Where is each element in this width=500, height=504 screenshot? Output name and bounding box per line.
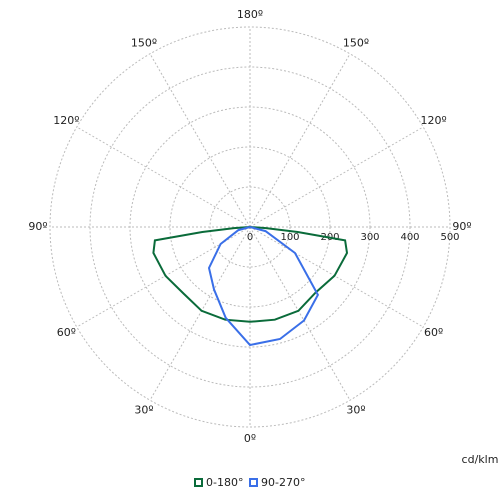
angle-label: 120º: [53, 114, 79, 127]
r-tick-label: 100: [280, 232, 299, 243]
angle-label: 150º: [343, 36, 369, 49]
unit-label: cd/klm: [462, 453, 499, 466]
angle-label: 30º: [346, 404, 365, 417]
series-line: [152, 226, 349, 323]
angle-label: 0º: [244, 432, 256, 445]
angle-label: 90º: [452, 220, 471, 233]
grid-spoke: [149, 53, 251, 228]
angle-label: 30º: [134, 404, 153, 417]
angle-label: 90º: [28, 220, 47, 233]
grid-spoke: [249, 126, 424, 228]
legend-swatch: [194, 478, 203, 487]
r-tick-label: 0: [247, 232, 253, 243]
r-tick-label: 500: [440, 232, 459, 243]
grid-spoke: [249, 226, 351, 401]
series-line: [207, 226, 320, 347]
angle-label: 120º: [421, 114, 447, 127]
grid-spoke: [149, 226, 251, 401]
r-tick-label: 300: [360, 232, 379, 243]
grid-spoke: [249, 226, 424, 328]
r-tick-label: 400: [400, 232, 419, 243]
legend-label: 0-180°: [206, 476, 243, 489]
grid-spoke: [76, 126, 251, 228]
grid-spoke: [249, 53, 351, 228]
grid-ring: [49, 26, 451, 428]
angle-label: 150º: [131, 36, 157, 49]
legend-swatch: [249, 478, 258, 487]
legend-label: 90-270°: [261, 476, 305, 489]
angle-label: 60º: [57, 326, 76, 339]
angle-label: 60º: [424, 326, 443, 339]
angle-label: 180º: [237, 8, 263, 21]
